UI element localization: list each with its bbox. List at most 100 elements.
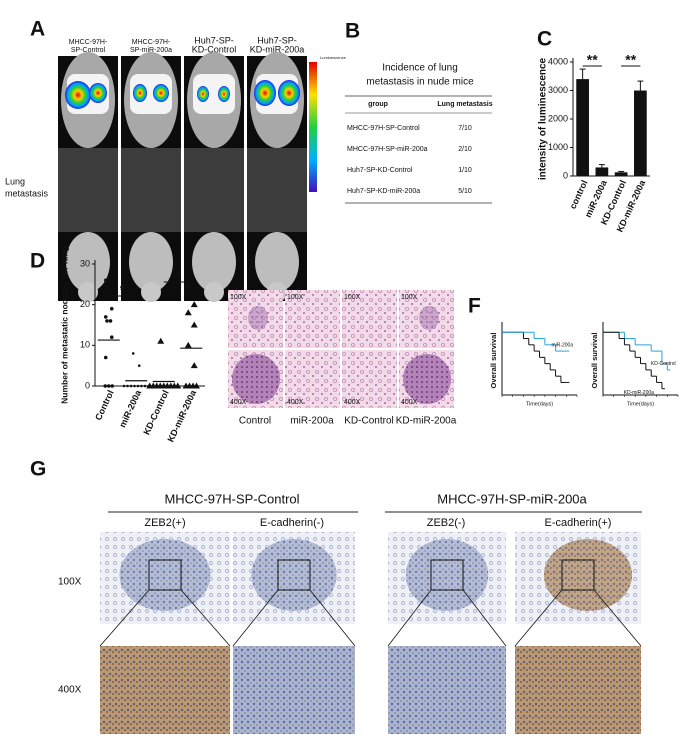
- table-cell: Huh7-SP-KD-miR-200a: [347, 188, 420, 195]
- significance-label: **: [625, 52, 636, 68]
- magnification: 400X: [344, 399, 361, 406]
- significance-label: *: [175, 268, 181, 284]
- zoom-line: [180, 589, 231, 647]
- zoom-line: [514, 589, 563, 647]
- y-tick-label: 1000: [548, 142, 568, 152]
- column-label: Huh7-SP-: [194, 35, 234, 45]
- x-tick-label: KD-miR-200a: [165, 388, 198, 444]
- y-tick-label: 10: [80, 340, 90, 350]
- data-point: [109, 335, 114, 340]
- tissue-image: [342, 350, 397, 408]
- column-label: miR-200a: [290, 416, 334, 427]
- table-cell: 1/10: [458, 167, 472, 174]
- tissue-mass: [119, 539, 211, 611]
- series-label: KD-Control: [651, 361, 676, 367]
- data-point: [103, 355, 108, 360]
- bar: [634, 90, 647, 176]
- data-point: [137, 364, 141, 367]
- column-label: KD-Control: [192, 44, 237, 54]
- tissue-image: [285, 290, 340, 348]
- y-tick-label: 2000: [548, 113, 568, 123]
- ihc-image: [515, 646, 641, 734]
- y-tick-label: 0: [563, 170, 568, 180]
- zoom-box: [430, 559, 464, 591]
- data-point: [184, 309, 192, 316]
- panel-label: D: [30, 250, 45, 273]
- panel-label: A: [30, 18, 45, 41]
- zoom-line: [232, 589, 279, 647]
- stain-label: E-cadherin(-): [260, 517, 324, 529]
- luminescence-spot: [133, 84, 147, 102]
- row-label: metastasis: [5, 188, 49, 198]
- data-point: [157, 337, 165, 344]
- data-point: [133, 384, 136, 388]
- data-point: [106, 384, 111, 388]
- zoom-box: [561, 559, 595, 591]
- mouse-image-dark: [247, 148, 307, 232]
- luminescence-spot: [278, 80, 300, 106]
- data-point: [103, 315, 108, 319]
- data-point: [193, 382, 200, 389]
- mouse-body: [66, 232, 110, 292]
- significance-label: *: [120, 282, 126, 298]
- tissue-image: [342, 290, 397, 348]
- colorbar: [309, 62, 317, 192]
- data-point: [103, 278, 108, 283]
- magnification: 400X: [401, 399, 418, 406]
- data-point: [122, 384, 126, 388]
- tissue-mass: [251, 539, 337, 611]
- luminescence-spot: [197, 86, 209, 102]
- column-label: KD-miR-200a: [396, 416, 457, 427]
- table-title: Incidence of lung: [382, 63, 458, 74]
- zoom-box: [148, 559, 182, 591]
- column-label: SP-Control: [71, 47, 106, 54]
- zoom-line: [462, 589, 507, 647]
- lung-region: [193, 74, 235, 114]
- panel-label: B: [345, 20, 360, 43]
- zoom-line: [387, 589, 432, 647]
- stain-label: ZEB2(+): [144, 517, 185, 529]
- y-tick-label: 30: [80, 258, 90, 268]
- zoom-box: [277, 559, 311, 591]
- mouse-body: [192, 232, 236, 292]
- ihc-image: [233, 646, 355, 734]
- data-point: [103, 384, 108, 388]
- x-axis-label: Time(days): [627, 401, 654, 407]
- magnification: 400X: [230, 399, 247, 406]
- mouse-body: [129, 232, 173, 292]
- table-cell: MHCC-97H-SP-Control: [347, 125, 420, 132]
- significance-label: **: [587, 52, 598, 68]
- column-label: Control: [239, 416, 271, 427]
- mouse-head: [141, 282, 161, 302]
- magnification: 400X: [287, 399, 304, 406]
- data-point: [174, 382, 182, 389]
- y-tick-label: 4000: [548, 56, 568, 66]
- zoom-line: [309, 589, 356, 647]
- tissue-mass: [543, 539, 633, 611]
- table-cell: 7/10: [458, 125, 472, 132]
- data-point: [190, 362, 198, 369]
- column-label: KD-Control: [344, 416, 393, 427]
- group-header: MHCC-97H-SP-miR-200a: [437, 491, 587, 506]
- mouse-head: [78, 282, 98, 302]
- bar: [595, 167, 609, 176]
- series-label: miR-200a: [551, 342, 573, 348]
- data-point: [140, 384, 143, 388]
- y-tick-label: 0: [85, 380, 90, 390]
- table-title: metastasis in nude mice: [366, 77, 474, 88]
- panel-label: G: [30, 458, 46, 481]
- data-point: [129, 384, 133, 388]
- mouse-body: [255, 232, 299, 292]
- ihc-image: [388, 646, 506, 734]
- panel-label: F: [468, 295, 481, 318]
- zoom-line: [99, 589, 150, 647]
- tissue-mass: [405, 539, 489, 611]
- row-label: Lung: [5, 176, 25, 186]
- tissue-image: [285, 350, 340, 408]
- luminescence-spot: [153, 84, 169, 102]
- x-tick-label: KD-Control: [141, 389, 170, 437]
- stain-label: ZEB2(-): [427, 517, 466, 529]
- column-label: Huh7-SP-: [257, 35, 297, 45]
